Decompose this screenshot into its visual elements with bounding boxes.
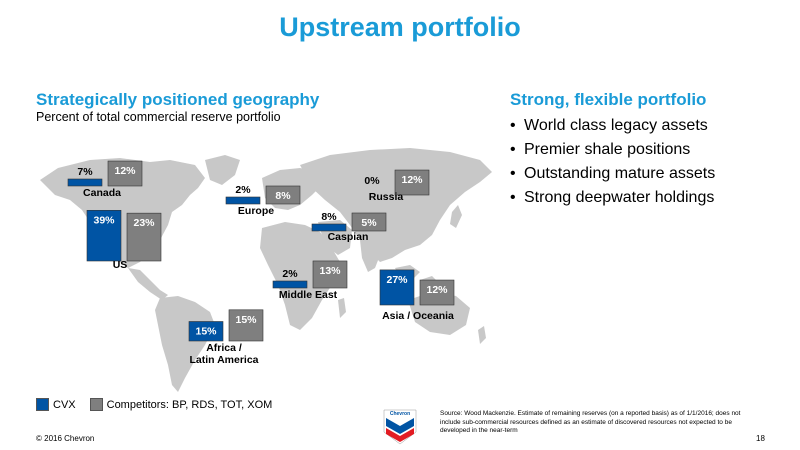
region-label-canada: Canada — [83, 187, 121, 199]
chevron-logo: Chevron — [383, 409, 417, 445]
competitor-label-asia-oceania: 12% — [426, 284, 448, 296]
legend-cvx: CVX — [36, 398, 76, 411]
competitor-label-middle-east: 13% — [319, 265, 341, 277]
map-heading: Strategically positioned geography — [36, 90, 320, 109]
competitors-swatch — [89, 398, 103, 411]
cvx-label-russia: 0% — [364, 175, 380, 187]
region-label-middle-east: Middle East — [279, 289, 338, 301]
region-label-africa-latin-america: Latin America — [189, 354, 258, 366]
cvx-label-caspian: 8% — [321, 211, 337, 223]
bullet-item: • Outstanding mature assets — [510, 165, 716, 182]
cvx-label-asia-oceania: 27% — [386, 274, 408, 286]
competitor-bar-middle-east — [312, 260, 348, 289]
cvx-label-middle-east: 2% — [282, 268, 298, 280]
cvx-label-us: 39% — [93, 214, 115, 226]
cvx-label-africa-latin-america: 15% — [195, 326, 217, 338]
bullet-item: • Strong deepwater holdings — [510, 189, 715, 206]
page-number: 18 — [756, 434, 765, 443]
legend-competitors: Competitors: BP, RDS, TOT, XOM — [89, 398, 273, 411]
region-label-caspian: Caspian — [328, 231, 369, 243]
cvx-label-europe: 2% — [235, 184, 251, 196]
cvx-bar-canada — [67, 178, 103, 187]
portfolio-heading: Strong, flexible portfolio — [510, 90, 707, 109]
region-label-asia-oceania: Asia / Oceania — [382, 310, 454, 322]
logo-wordmark: Chevron — [390, 411, 410, 417]
bullet-item: • World class legacy assets — [510, 117, 708, 134]
competitor-bar-russia — [394, 169, 430, 196]
cvx-bar-us — [86, 210, 122, 262]
competitor-label-russia: 12% — [401, 174, 423, 186]
cvx-label-canada: 7% — [77, 166, 93, 178]
portfolio-bullets: • World class legacy assets • Premier shal… — [510, 114, 715, 210]
competitor-bar-africa-latin-america — [228, 309, 264, 342]
cvx-bar-asia-oceania — [379, 269, 415, 306]
competitor-bar-caspian — [351, 212, 387, 232]
cvx-bar-middle-east — [272, 280, 308, 289]
cvx-bar-europe — [225, 196, 261, 205]
map-subheading: Percent of total commercial reserve port… — [36, 110, 281, 124]
legend-cvx-label: CVX — [53, 398, 76, 411]
region-label-europe: Europe — [238, 205, 274, 217]
competitor-bar-europe — [265, 185, 301, 205]
competitor-label-canada: 12% — [114, 165, 136, 177]
copyright: © 2016 Chevron — [36, 434, 95, 443]
cvx-bar-caspian — [311, 223, 347, 232]
competitor-label-africa-latin-america: 15% — [235, 314, 257, 326]
competitor-label-us: 23% — [133, 217, 155, 229]
chart-legend: CVX Competitors: BP, RDS, TOT, XOM — [36, 398, 286, 411]
legend-competitors-label: Competitors: BP, RDS, TOT, XOM — [106, 398, 273, 411]
competitor-bar-canada — [107, 160, 143, 187]
source-note: Source: Wood Mackenzie. Estimate of rema… — [440, 410, 741, 434]
cvx-swatch — [36, 398, 49, 411]
region-label-africa-latin-america: Africa / — [206, 342, 242, 354]
page-title: Upstream portfolio — [279, 12, 521, 42]
region-label-russia: Russia — [369, 191, 404, 203]
bullet-item: • Premier shale positions — [510, 141, 691, 158]
competitor-label-caspian: 5% — [361, 217, 377, 229]
competitor-bar-us — [126, 212, 162, 262]
region-label-us: US — [113, 259, 128, 271]
competitor-label-europe: 8% — [275, 190, 291, 202]
cvx-bar-africa-latin-america — [188, 321, 224, 342]
competitor-bar-asia-oceania — [419, 279, 455, 306]
